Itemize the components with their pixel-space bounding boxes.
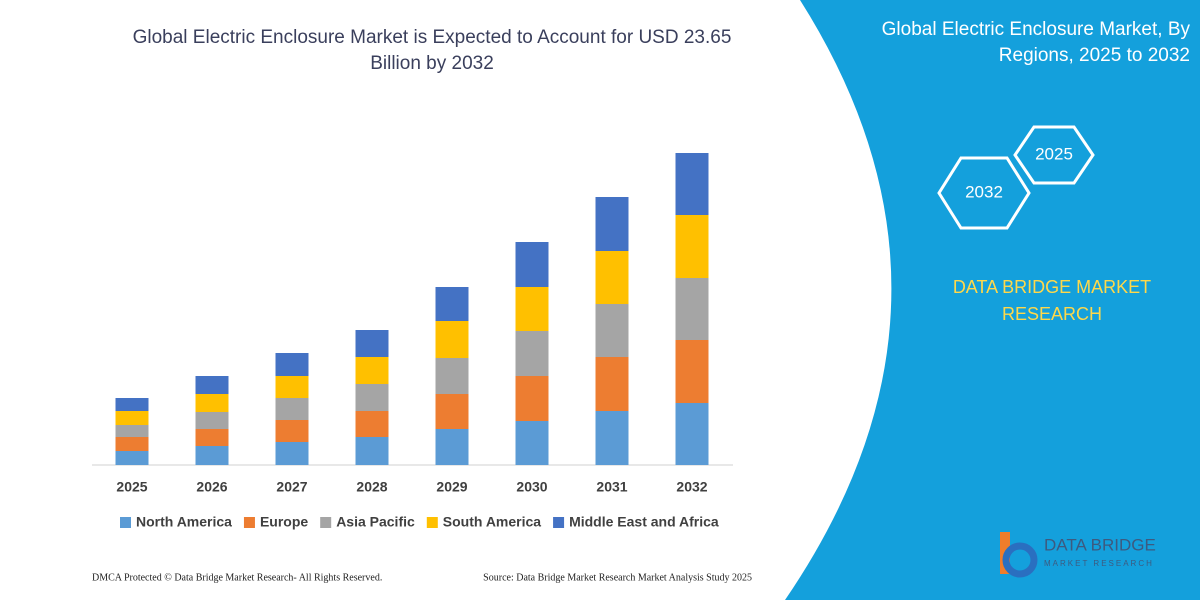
x-tick-label: 2029 [436, 479, 467, 495]
logo-tagline: MARKET RESEARCH [1044, 559, 1154, 568]
panel-title: Regions, 2025 to 2032 [999, 45, 1190, 66]
panel-title: Global Electric Enclosure Market, By [882, 19, 1191, 40]
chart-title: Global Electric Enclosure Market is Expe… [133, 27, 732, 48]
bar-segment [115, 398, 149, 411]
x-tick-label: 2027 [276, 479, 307, 495]
bar-segment [355, 437, 389, 465]
bar-segment [595, 411, 629, 465]
brand-text: RESEARCH [1002, 304, 1102, 324]
bar-segment [435, 321, 469, 358]
hexagon-label: 2025 [1035, 144, 1073, 163]
footer-right: Source: Data Bridge Market Research Mark… [483, 572, 752, 583]
bar-segment [595, 251, 629, 304]
bar-segment [195, 376, 229, 394]
bar-segment [195, 412, 229, 429]
bar-segment [595, 357, 629, 411]
bar-segment [675, 153, 709, 215]
x-tick-label: 2030 [516, 479, 547, 495]
bar-segment [515, 287, 549, 331]
logo: DATA BRIDGE MARKET RESEARCH [1000, 532, 1156, 578]
bar-segment [275, 442, 309, 465]
legend-label: South America [443, 514, 541, 530]
bar-segment [515, 331, 549, 376]
legend-swatch [553, 517, 565, 528]
bar-segment [675, 340, 709, 403]
bar-segment [275, 353, 309, 376]
legend-label: Middle East and Africa [569, 514, 719, 530]
bar-segment [515, 242, 549, 287]
bar-segment [195, 394, 229, 412]
hexagon-label: 2032 [965, 182, 1003, 201]
logo-icon [1002, 542, 1038, 578]
bar-segment [675, 278, 709, 340]
hexagon [1013, 125, 1095, 185]
legend-label: Asia Pacific [336, 514, 415, 530]
bar-segment [115, 451, 149, 465]
bar-segment [355, 357, 389, 384]
bar-segment [275, 420, 309, 442]
bar-segment [435, 429, 469, 465]
bar-segment [435, 358, 469, 394]
legend-swatch [426, 517, 438, 528]
bar-segment [195, 429, 229, 446]
brand-text: DATA BRIDGE MARKET [953, 277, 1151, 297]
bar-segment [435, 287, 469, 321]
legend-swatch [320, 517, 332, 528]
logo-name: DATA BRIDGE [1044, 535, 1156, 554]
bar-segment [275, 376, 309, 398]
legend-label: North America [136, 514, 232, 530]
bar-segment [435, 394, 469, 429]
bar-segment [355, 384, 389, 411]
chart-title: Billion by 2032 [370, 53, 494, 74]
bar-segment [115, 425, 149, 437]
x-tick-label: 2032 [676, 479, 707, 495]
bar-segment [675, 215, 709, 278]
bar-segment [515, 421, 549, 465]
legend-swatch [243, 517, 255, 528]
footer-left: DMCA Protected © Data Bridge Market Rese… [92, 572, 382, 583]
x-tick-label: 2031 [596, 479, 627, 495]
bar-segment [595, 304, 629, 357]
x-tick-label: 2028 [356, 479, 387, 495]
x-tick-label: 2026 [196, 479, 227, 495]
bar-segment [595, 197, 629, 251]
bar-segment [355, 411, 389, 437]
legend-swatch [120, 517, 131, 528]
bar-segment [115, 411, 149, 425]
bar-segment [195, 446, 229, 465]
bar-segment [115, 437, 149, 451]
hexagon [937, 156, 1031, 230]
legend-label: Europe [260, 514, 308, 530]
bar-segment [515, 376, 549, 421]
x-tick-label: 2025 [116, 479, 147, 495]
bar-segment [675, 403, 709, 465]
bar-segment [355, 330, 389, 357]
side-panel [785, 0, 1200, 600]
bar-segment [275, 398, 309, 420]
